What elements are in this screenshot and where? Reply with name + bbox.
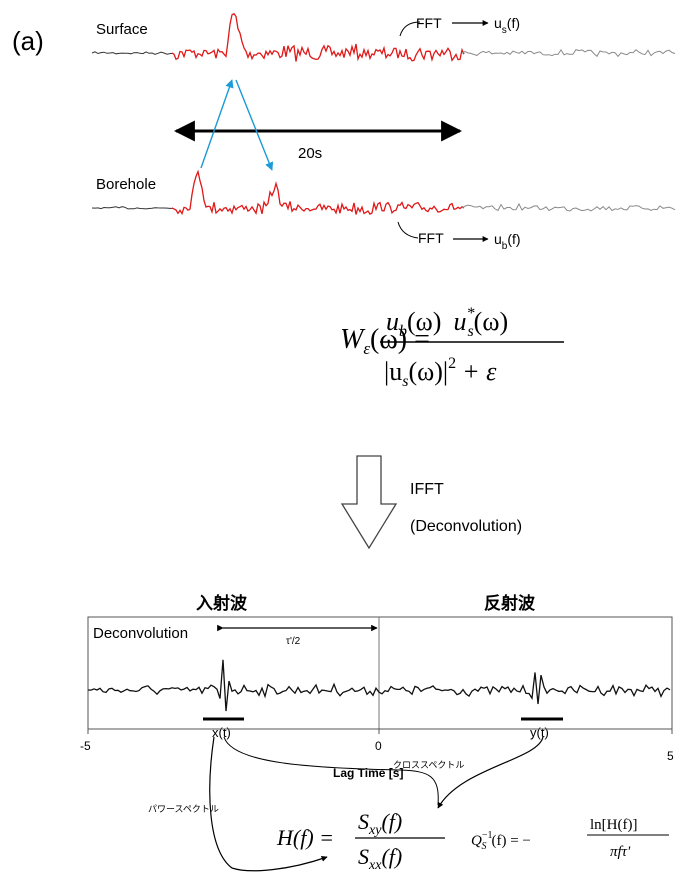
fft-bottom-result: ub(f) bbox=[494, 231, 521, 252]
power-spectrum-label: パワースペクトル bbox=[148, 804, 219, 814]
borehole-trace bbox=[92, 172, 675, 215]
tau-label: τ'/2 bbox=[286, 636, 301, 647]
borehole-label: Borehole bbox=[96, 176, 156, 193]
w-numerator: ub(ω) u* s(ω) bbox=[386, 305, 508, 340]
fft-borehole-annotation: FFT ub(f) bbox=[398, 222, 521, 252]
surface-label: Surface bbox=[96, 21, 148, 38]
lag-axis: -5 0 5 Lag Time [s] bbox=[80, 729, 674, 780]
trace-label: Deconvolution bbox=[93, 625, 188, 642]
h-numerator: Sxy(f) bbox=[358, 809, 402, 838]
surface-trace-tail bbox=[462, 50, 675, 57]
power-spectrum-curve bbox=[210, 737, 327, 871]
x-marker-label: x(t) bbox=[212, 725, 231, 740]
incident-wave-label: 入射波 bbox=[196, 593, 248, 613]
tick-label-min: -5 bbox=[80, 739, 91, 753]
downgoing-arrow bbox=[236, 80, 272, 170]
borehole-trace-signal bbox=[172, 172, 464, 215]
w-formula: Wε(ω) = ub(ω) u* s(ω) |us(ω)|2 + ε bbox=[340, 305, 564, 390]
borehole-trace-tail bbox=[462, 204, 675, 211]
surface-trace bbox=[92, 14, 675, 62]
svg-text:Q−1S(f) = −: Q−1 S (f) = − bbox=[471, 830, 531, 852]
process-arrow bbox=[342, 456, 396, 548]
y-marker-label: y(t) bbox=[530, 725, 549, 740]
w-denominator: |us(ω)|2 + ε bbox=[384, 355, 497, 390]
tick-label-zero: 0 bbox=[375, 739, 382, 753]
h-formula: H(f) = Sxy(f) Sxx(f) bbox=[276, 809, 445, 873]
fft-surface-annotation: FFT us(f) bbox=[400, 15, 520, 36]
q-denominator: πfτ' bbox=[610, 844, 631, 860]
cross-spectrum-label: クロススペクトル bbox=[393, 760, 464, 770]
fft-top-result: us(f) bbox=[494, 15, 520, 36]
reflected-wave-label: 反射波 bbox=[484, 593, 536, 613]
process-line1: IFFT bbox=[410, 481, 444, 498]
borehole-trace-pre bbox=[92, 207, 173, 209]
cross-spectrum-curve-y bbox=[438, 737, 543, 808]
cross-spectrum-curve-x bbox=[224, 737, 438, 805]
q-numerator: ln[H(f)] bbox=[590, 817, 637, 833]
q-formula: Q−1 S (f) = − ln[H(f)] πfτ' bbox=[471, 817, 669, 860]
tick-label-max: 5 bbox=[667, 749, 674, 763]
process-line2: (Deconvolution) bbox=[410, 518, 522, 535]
h-denominator: Sxx(f) bbox=[358, 844, 402, 873]
upgoing-arrow bbox=[201, 80, 232, 168]
fft-top-label: FFT bbox=[416, 15, 442, 31]
window-label: 20s bbox=[298, 145, 322, 162]
panel-label: (a) bbox=[12, 26, 44, 56]
svg-text:H(f) =: H(f) = bbox=[276, 825, 334, 850]
surface-trace-pre bbox=[92, 52, 173, 55]
fft-bottom-label: FFT bbox=[418, 230, 444, 246]
